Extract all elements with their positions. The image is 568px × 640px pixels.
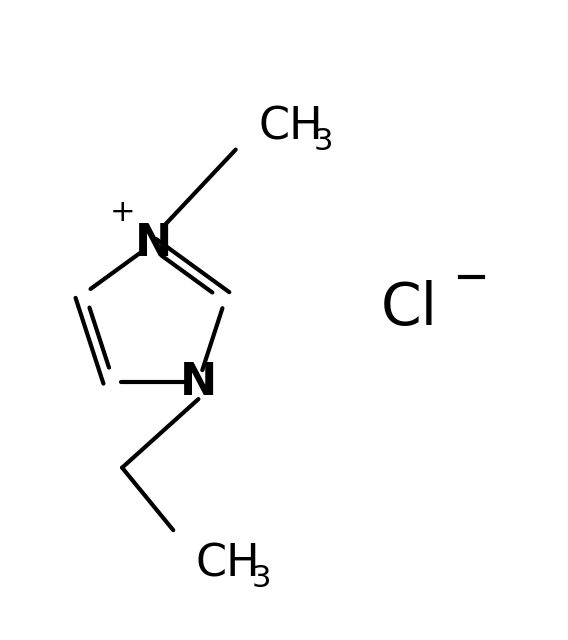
Text: N: N — [135, 222, 172, 265]
Text: N: N — [180, 360, 217, 404]
Text: CH: CH — [258, 106, 323, 148]
Text: 3: 3 — [252, 564, 271, 593]
Text: Cl: Cl — [381, 280, 437, 337]
Text: CH: CH — [196, 543, 261, 586]
Text: 3: 3 — [314, 127, 333, 156]
Text: +: + — [109, 198, 135, 227]
